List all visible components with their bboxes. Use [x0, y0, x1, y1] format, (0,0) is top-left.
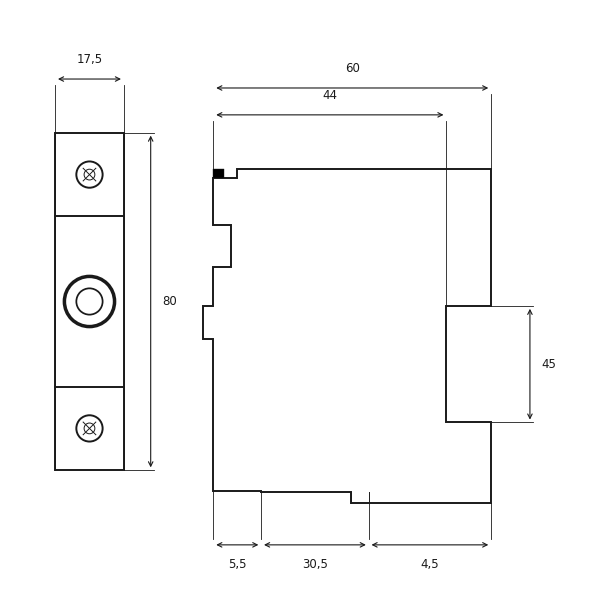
Bar	[55, 133, 124, 470]
Text: 17,5: 17,5	[76, 53, 103, 66]
Text: 44: 44	[322, 89, 337, 102]
Text: 45: 45	[542, 358, 557, 371]
Text: 5,5: 5,5	[228, 558, 247, 571]
Bar	[214, 169, 224, 178]
Text: 30,5: 30,5	[302, 558, 328, 571]
Text: 80: 80	[163, 295, 178, 308]
Text: 60: 60	[345, 62, 359, 75]
Text: 4,5: 4,5	[421, 558, 439, 571]
